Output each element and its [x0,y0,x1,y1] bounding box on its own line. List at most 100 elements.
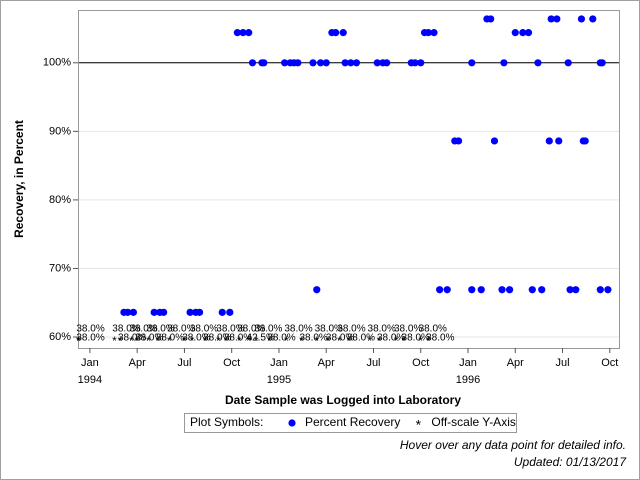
data-point[interactable] [519,29,527,37]
data-point[interactable] [498,286,506,294]
value-label: 38.0% [156,333,184,344]
data-point[interactable] [424,29,432,37]
off-scale-marker[interactable]: * [377,334,382,348]
data-point[interactable] [430,29,438,37]
data-point[interactable] [233,29,241,37]
x-tick-label: Apr [129,357,146,369]
data-point[interactable] [129,308,137,316]
value-label: 38.0% [167,324,195,335]
off-scale-marker[interactable]: * [254,334,259,348]
data-point[interactable] [313,286,321,294]
off-scale-marker[interactable]: * [167,334,172,348]
data-point[interactable] [383,59,391,67]
off-scale-marker[interactable]: * [156,334,161,348]
data-point[interactable] [604,286,612,294]
off-scale-marker[interactable]: * [347,334,352,348]
data-point[interactable] [511,29,519,37]
data-point[interactable] [581,137,589,145]
data-point[interactable] [245,29,253,37]
x-year-label: 1995 [267,374,291,386]
data-point[interactable] [322,59,330,67]
data-point[interactable] [545,137,553,145]
data-point[interactable] [195,308,204,316]
data-point[interactable] [564,59,572,67]
data-point[interactable] [490,137,499,145]
off-scale-marker[interactable]: * [224,334,229,348]
off-scale-marker[interactable]: * [267,334,272,348]
off-scale-marker[interactable]: * [367,334,372,348]
off-scale-marker[interactable]: * [237,334,242,348]
data-point[interactable] [341,59,349,67]
data-point[interactable] [150,308,158,316]
data-point[interactable] [547,15,555,23]
data-point[interactable] [454,137,463,145]
off-scale-marker[interactable]: * [394,334,399,348]
data-point[interactable] [160,308,168,316]
data-point[interactable] [309,59,317,67]
data-point[interactable] [468,286,476,294]
off-scale-marker[interactable]: * [135,334,140,348]
data-point[interactable] [477,286,485,294]
data-point[interactable] [572,286,580,294]
data-point[interactable] [436,286,444,294]
data-point[interactable] [260,59,268,67]
data-point[interactable] [538,286,546,294]
data-point[interactable] [339,29,347,37]
data-point[interactable] [487,15,495,23]
off-scale-marker[interactable]: * [337,334,342,348]
data-point[interactable] [411,59,419,67]
data-point[interactable] [332,29,340,37]
data-point[interactable] [566,286,574,294]
data-point[interactable] [443,286,451,294]
data-point[interactable] [553,15,561,23]
data-point[interactable] [248,59,257,67]
data-point[interactable] [468,59,476,67]
data-point[interactable] [124,308,132,316]
data-point[interactable] [555,137,563,145]
off-scale-marker[interactable]: * [246,334,251,348]
data-point[interactable] [524,29,533,37]
data-point[interactable] [528,286,536,294]
data-point[interactable] [347,59,355,67]
data-point[interactable] [218,308,226,316]
data-point[interactable] [281,59,289,67]
off-scale-marker[interactable]: * [216,334,221,348]
off-scale-marker[interactable]: * [418,334,423,348]
data-point[interactable] [294,59,302,67]
off-scale-marker[interactable]: * [182,334,187,348]
data-point[interactable] [500,59,508,67]
off-scale-marker[interactable]: * [426,334,431,348]
off-scale-marker[interactable]: * [112,334,117,348]
off-scale-marker[interactable]: * [76,334,81,348]
data-point[interactable] [417,59,425,67]
off-scale-marker[interactable]: * [326,334,331,348]
off-scale-marker[interactable]: * [314,334,319,348]
data-point[interactable] [596,286,604,294]
value-label: 38.0% [76,324,104,335]
off-scale-marker[interactable]: * [284,334,289,348]
value-label: 38.0% [284,324,312,335]
x-tick-label: Apr [318,357,335,369]
data-point[interactable] [226,308,234,316]
data-point[interactable] [577,15,586,23]
off-scale-marker[interactable]: * [299,334,304,348]
data-point[interactable] [373,59,381,67]
data-point[interactable] [534,59,542,67]
off-scale-marker[interactable]: * [146,334,151,348]
data-point[interactable] [598,59,606,67]
data-point[interactable] [589,15,597,23]
value-label: 38.0% [118,333,146,344]
off-scale-marker[interactable]: * [203,334,208,348]
data-point[interactable] [186,308,194,316]
value-label: 38.0% [129,324,157,335]
data-point[interactable] [505,286,514,294]
off-scale-marker[interactable]: * [401,334,406,348]
off-scale-marker[interactable]: * [190,334,195,348]
off-scale-marker[interactable]: * [118,334,123,348]
data-point[interactable] [239,29,247,37]
off-scale-marker[interactable]: * [129,334,134,348]
off-scale-marker[interactable]: * [76,334,81,348]
data-point[interactable] [352,59,361,67]
value-label: 38.0% [216,324,244,335]
data-point[interactable] [316,59,325,67]
